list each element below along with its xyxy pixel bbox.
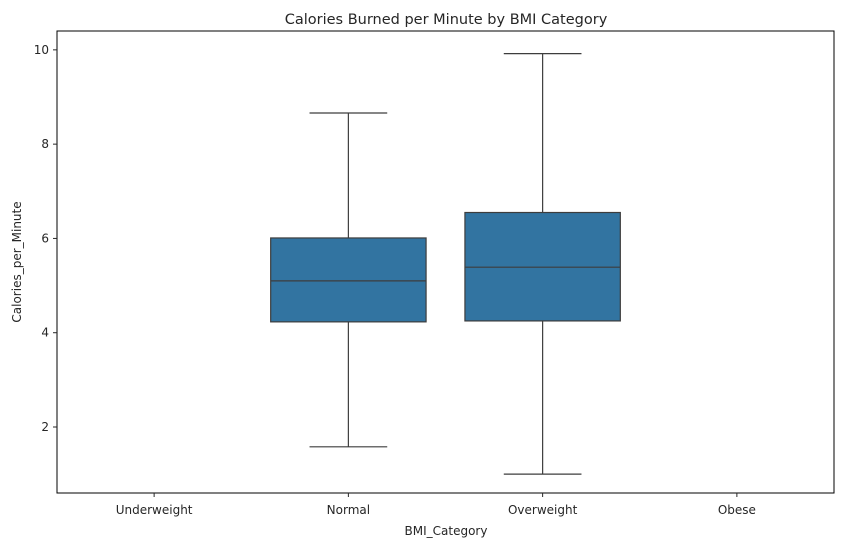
x-axis-title: BMI_Category [405, 524, 488, 538]
y-tick-label: 6 [41, 231, 49, 245]
chart-title: Calories Burned per Minute by BMI Catego… [285, 12, 608, 28]
plot-frame [56, 30, 835, 494]
x-tick-label: Obese [718, 503, 756, 517]
y-tick-label: 2 [41, 420, 49, 434]
y-tick-label: 10 [34, 43, 49, 57]
x-tick-label: Overweight [508, 503, 578, 517]
y-tick-label: 4 [41, 326, 49, 340]
box-normal [270, 112, 427, 448]
x-tick-label: Normal [327, 503, 370, 517]
y-axis-title: Calories_per_Minute [10, 201, 24, 322]
plot-area [270, 53, 621, 475]
box-overweight [464, 53, 621, 475]
x-tick-label: Underweight [116, 503, 193, 517]
y-tick-label: 8 [41, 137, 49, 151]
iqr-box [270, 237, 427, 323]
